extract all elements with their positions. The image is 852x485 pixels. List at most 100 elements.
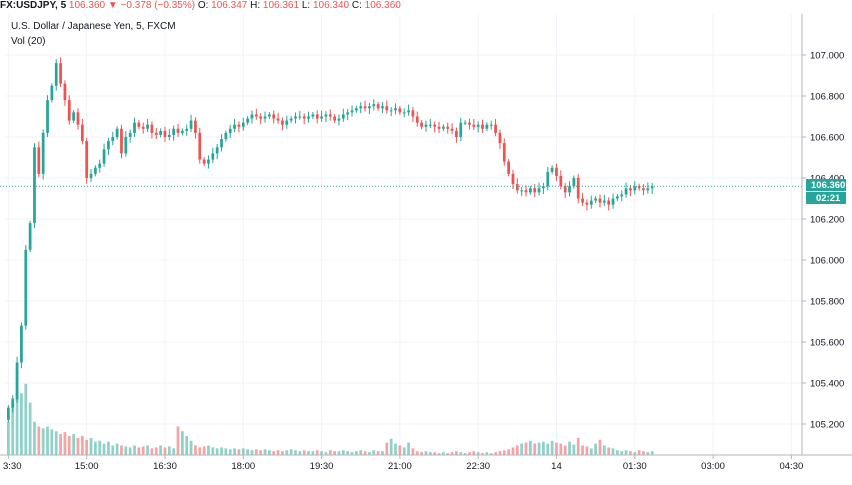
volume-bar (381, 451, 384, 455)
candle-body (498, 132, 502, 144)
volume-bar (311, 451, 315, 455)
volume-bar (85, 439, 89, 455)
candle (237, 121, 241, 133)
candle (59, 57, 62, 87)
candle (46, 95, 49, 137)
candle (394, 103, 397, 115)
price-change: −0.378 (−0.35%) (120, 0, 196, 11)
high-value: 106.361 (262, 0, 300, 11)
candle-body (37, 147, 41, 174)
candle-body (11, 399, 15, 408)
candle-body (437, 126, 441, 129)
candle-body (428, 124, 432, 126)
volume-bar (111, 445, 115, 455)
candle (620, 190, 624, 202)
candle-body (581, 198, 584, 203)
symbol-name[interactable]: FX:USDJPY, 5 (0, 0, 67, 11)
volume-bar (102, 443, 106, 455)
close-value: 106.360 (364, 0, 401, 11)
candle (355, 105, 358, 113)
volume-bar (211, 447, 215, 455)
candle (67, 95, 71, 125)
volume-bar (394, 443, 397, 455)
last-price: 106.360 (68, 0, 106, 11)
candle (194, 117, 197, 139)
volume-bar (368, 452, 371, 455)
candle (72, 109, 75, 124)
candle (33, 143, 36, 229)
candle (76, 108, 80, 130)
candle-body (146, 124, 149, 129)
volume-bar (285, 450, 289, 455)
candle-body (46, 100, 49, 133)
volume-bar (424, 451, 428, 455)
volume-bar (507, 449, 510, 455)
candle (524, 185, 528, 197)
volume-bar (498, 451, 502, 455)
volume-bar (446, 453, 450, 455)
volume-bar (468, 452, 471, 455)
candle-body (254, 114, 258, 117)
volume-bar (50, 429, 54, 455)
candle-body (311, 114, 315, 117)
candle (450, 123, 454, 135)
candle-body (602, 200, 606, 203)
candle (159, 128, 162, 138)
candle-body (141, 126, 145, 129)
candle (11, 395, 15, 413)
candle (341, 108, 345, 122)
candle-body (585, 202, 589, 205)
candle (389, 107, 393, 117)
price-tick-label: 106.600 (810, 133, 844, 144)
candle (111, 132, 115, 146)
volume-bar (463, 453, 467, 455)
candle (629, 184, 632, 197)
candle (154, 127, 158, 140)
candle (228, 124, 232, 138)
candle (385, 100, 389, 114)
candle-body (333, 116, 336, 121)
candle (298, 110, 302, 120)
candle (398, 105, 402, 115)
candle-body (524, 190, 528, 193)
candle (537, 182, 541, 196)
volume-bars (7, 369, 654, 455)
volume-bar (46, 426, 49, 455)
candle-body (159, 130, 162, 135)
chart-title: U.S. Dollar / Japanese Yen, 5, FXCM (11, 21, 176, 32)
candle (559, 170, 563, 190)
candle-body (107, 141, 110, 150)
candle (485, 122, 489, 132)
candle-body (398, 108, 402, 113)
candle-body (359, 106, 363, 109)
candle (54, 59, 58, 91)
volume-legend[interactable]: Vol (20) (11, 36, 46, 47)
volume-bar (411, 448, 415, 455)
candle-body (576, 178, 580, 199)
price-tick-label: 106.800 (810, 92, 844, 103)
volume-bar (24, 383, 28, 455)
candle (372, 99, 376, 111)
volume-bar (398, 445, 402, 455)
price-tag: 106.360 02:21 (806, 179, 846, 204)
candle-body (80, 124, 84, 142)
candle-body (455, 130, 458, 137)
volume-bar (254, 449, 258, 455)
candle-body (76, 112, 80, 125)
candle (442, 124, 445, 132)
candle (346, 109, 350, 121)
candle-body (411, 110, 415, 117)
candle-body (589, 200, 593, 205)
candle (289, 116, 293, 124)
candle (107, 137, 110, 156)
volume-bar (202, 446, 206, 455)
candle-body (281, 120, 284, 125)
candle-body (228, 128, 232, 133)
candle (98, 159, 102, 173)
candle-body (520, 190, 524, 192)
volume-bar (555, 442, 558, 455)
candle (24, 244, 28, 330)
volume-bar (442, 452, 445, 455)
volume-bar (415, 451, 419, 455)
